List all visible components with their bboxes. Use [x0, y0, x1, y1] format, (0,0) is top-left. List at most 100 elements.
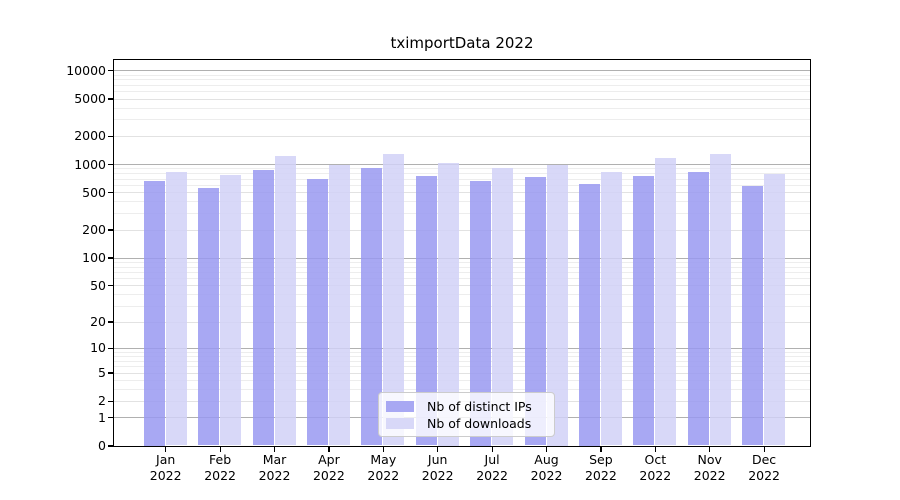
x-tick-label: Apr 2022: [312, 452, 345, 483]
gridline-minor: [114, 356, 810, 357]
gridline-minor: [114, 213, 810, 214]
gridline-major: [114, 257, 810, 259]
gridline-minor: [114, 389, 810, 390]
bar-distinct-ips: [306, 179, 328, 446]
x-tick-mark: [545, 447, 548, 452]
y-tick-mark: [108, 70, 113, 72]
x-tick-label: Dec 2022: [748, 452, 780, 483]
gridline-minor: [114, 261, 810, 263]
x-tick-label: Jul 2022: [476, 452, 508, 483]
x-tick-mark: [491, 447, 493, 452]
gridline-minor: [114, 184, 810, 186]
x-tick-mark: [709, 447, 711, 452]
gridline-minor: [114, 366, 810, 368]
x-tick-label: May 2022: [367, 452, 400, 483]
gridline-minor: [114, 285, 810, 287]
y-tick-label: 200: [82, 222, 106, 237]
x-tick-mark: [165, 447, 167, 452]
x-tick-mark: [600, 447, 602, 452]
y-tick-mark: [108, 229, 113, 231]
y-tick-label: 2: [98, 393, 106, 409]
legend: Nb of distinct IPs Nb of downloads: [378, 392, 555, 437]
bar-distinct-ips: [198, 187, 220, 446]
y-tick-label: 20: [90, 314, 106, 329]
bar-distinct-ips: [633, 176, 655, 446]
y-tick-mark: [108, 372, 113, 374]
bar-downloads: [437, 162, 459, 446]
bar-distinct-ips: [143, 181, 165, 446]
bar-downloads: [600, 171, 622, 446]
y-tick-mark: [108, 321, 113, 323]
gridline-minor: [114, 360, 810, 362]
y-tick-label: 0: [98, 438, 106, 453]
gridline-minor: [114, 278, 810, 279]
bar-distinct-ips: [470, 181, 492, 446]
y-tick-mark: [108, 135, 113, 137]
gridline-minor: [114, 79, 810, 81]
gridline-major: [114, 347, 810, 349]
bar-downloads: [709, 153, 731, 446]
plot-area: [113, 59, 811, 447]
gridline-minor: [114, 168, 810, 170]
gridline-minor: [114, 294, 810, 296]
gridline-minor: [114, 98, 810, 100]
bar-distinct-ips: [742, 186, 764, 446]
legend-swatch-downloads: [386, 417, 414, 429]
y-tick-mark: [108, 164, 113, 166]
x-tick-mark: [219, 447, 221, 452]
x-tick-label: Aug 2022: [530, 452, 563, 483]
bar-downloads: [328, 164, 350, 446]
y-tick-label: 2000: [74, 128, 106, 144]
y-tick-mark: [108, 192, 113, 194]
y-tick-label: 500: [82, 184, 106, 200]
bar-downloads: [492, 168, 514, 446]
bar-downloads: [220, 174, 242, 446]
legend-item-downloads: Nb of downloads: [386, 415, 546, 431]
legend-label-downloads: Nb of downloads: [427, 415, 532, 431]
gridline-minor: [114, 107, 810, 109]
gridline-minor: [114, 379, 810, 381]
bar-downloads: [274, 155, 296, 446]
y-tick-label: 10000: [66, 62, 106, 78]
bar-downloads: [764, 174, 786, 446]
y-tick-mark: [108, 347, 113, 349]
bar-downloads: [383, 154, 405, 446]
gridline-minor: [114, 305, 810, 307]
y-tick-label: 50: [90, 277, 106, 293]
gridline-minor: [114, 119, 810, 121]
y-tick-mark: [108, 98, 113, 100]
x-tick-label: Nov 2022: [693, 452, 726, 483]
x-tick-mark: [382, 447, 384, 452]
y-tick-mark: [108, 257, 113, 259]
y-tick-label: 5: [98, 365, 106, 380]
gridline-minor: [114, 229, 810, 231]
x-tick-mark: [328, 447, 330, 452]
x-tick-label: Jun 2022: [421, 452, 454, 483]
gridline-minor: [114, 266, 810, 268]
gridline-minor: [114, 91, 810, 93]
gridline-minor: [114, 178, 810, 180]
legend-item-distinct-ips: Nb of distinct IPs: [386, 398, 546, 414]
gridline-minor: [114, 84, 810, 86]
x-tick-mark: [437, 447, 439, 452]
legend-swatch-ips: [386, 400, 414, 412]
bar-distinct-ips: [524, 177, 546, 446]
y-tick-mark: [108, 285, 113, 287]
x-tick-label: Oct 2022: [639, 452, 672, 483]
bar-distinct-ips: [578, 183, 600, 446]
x-tick-label: Sep 2022: [584, 452, 617, 483]
x-tick-label: Mar 2022: [258, 452, 291, 483]
chart-title: tximportData 2022: [390, 34, 534, 52]
bar-distinct-ips: [361, 168, 383, 446]
y-tick-mark: [108, 400, 113, 402]
y-tick-label: 10: [90, 340, 106, 356]
bar-distinct-ips: [687, 172, 709, 446]
bar-downloads: [546, 164, 568, 446]
x-tick-mark: [654, 447, 656, 452]
y-tick-label: 1000: [74, 156, 106, 172]
bar-distinct-ips: [252, 170, 274, 446]
gridline-minor: [114, 173, 810, 175]
gridline-minor: [114, 321, 810, 323]
x-tick-mark: [763, 447, 765, 452]
